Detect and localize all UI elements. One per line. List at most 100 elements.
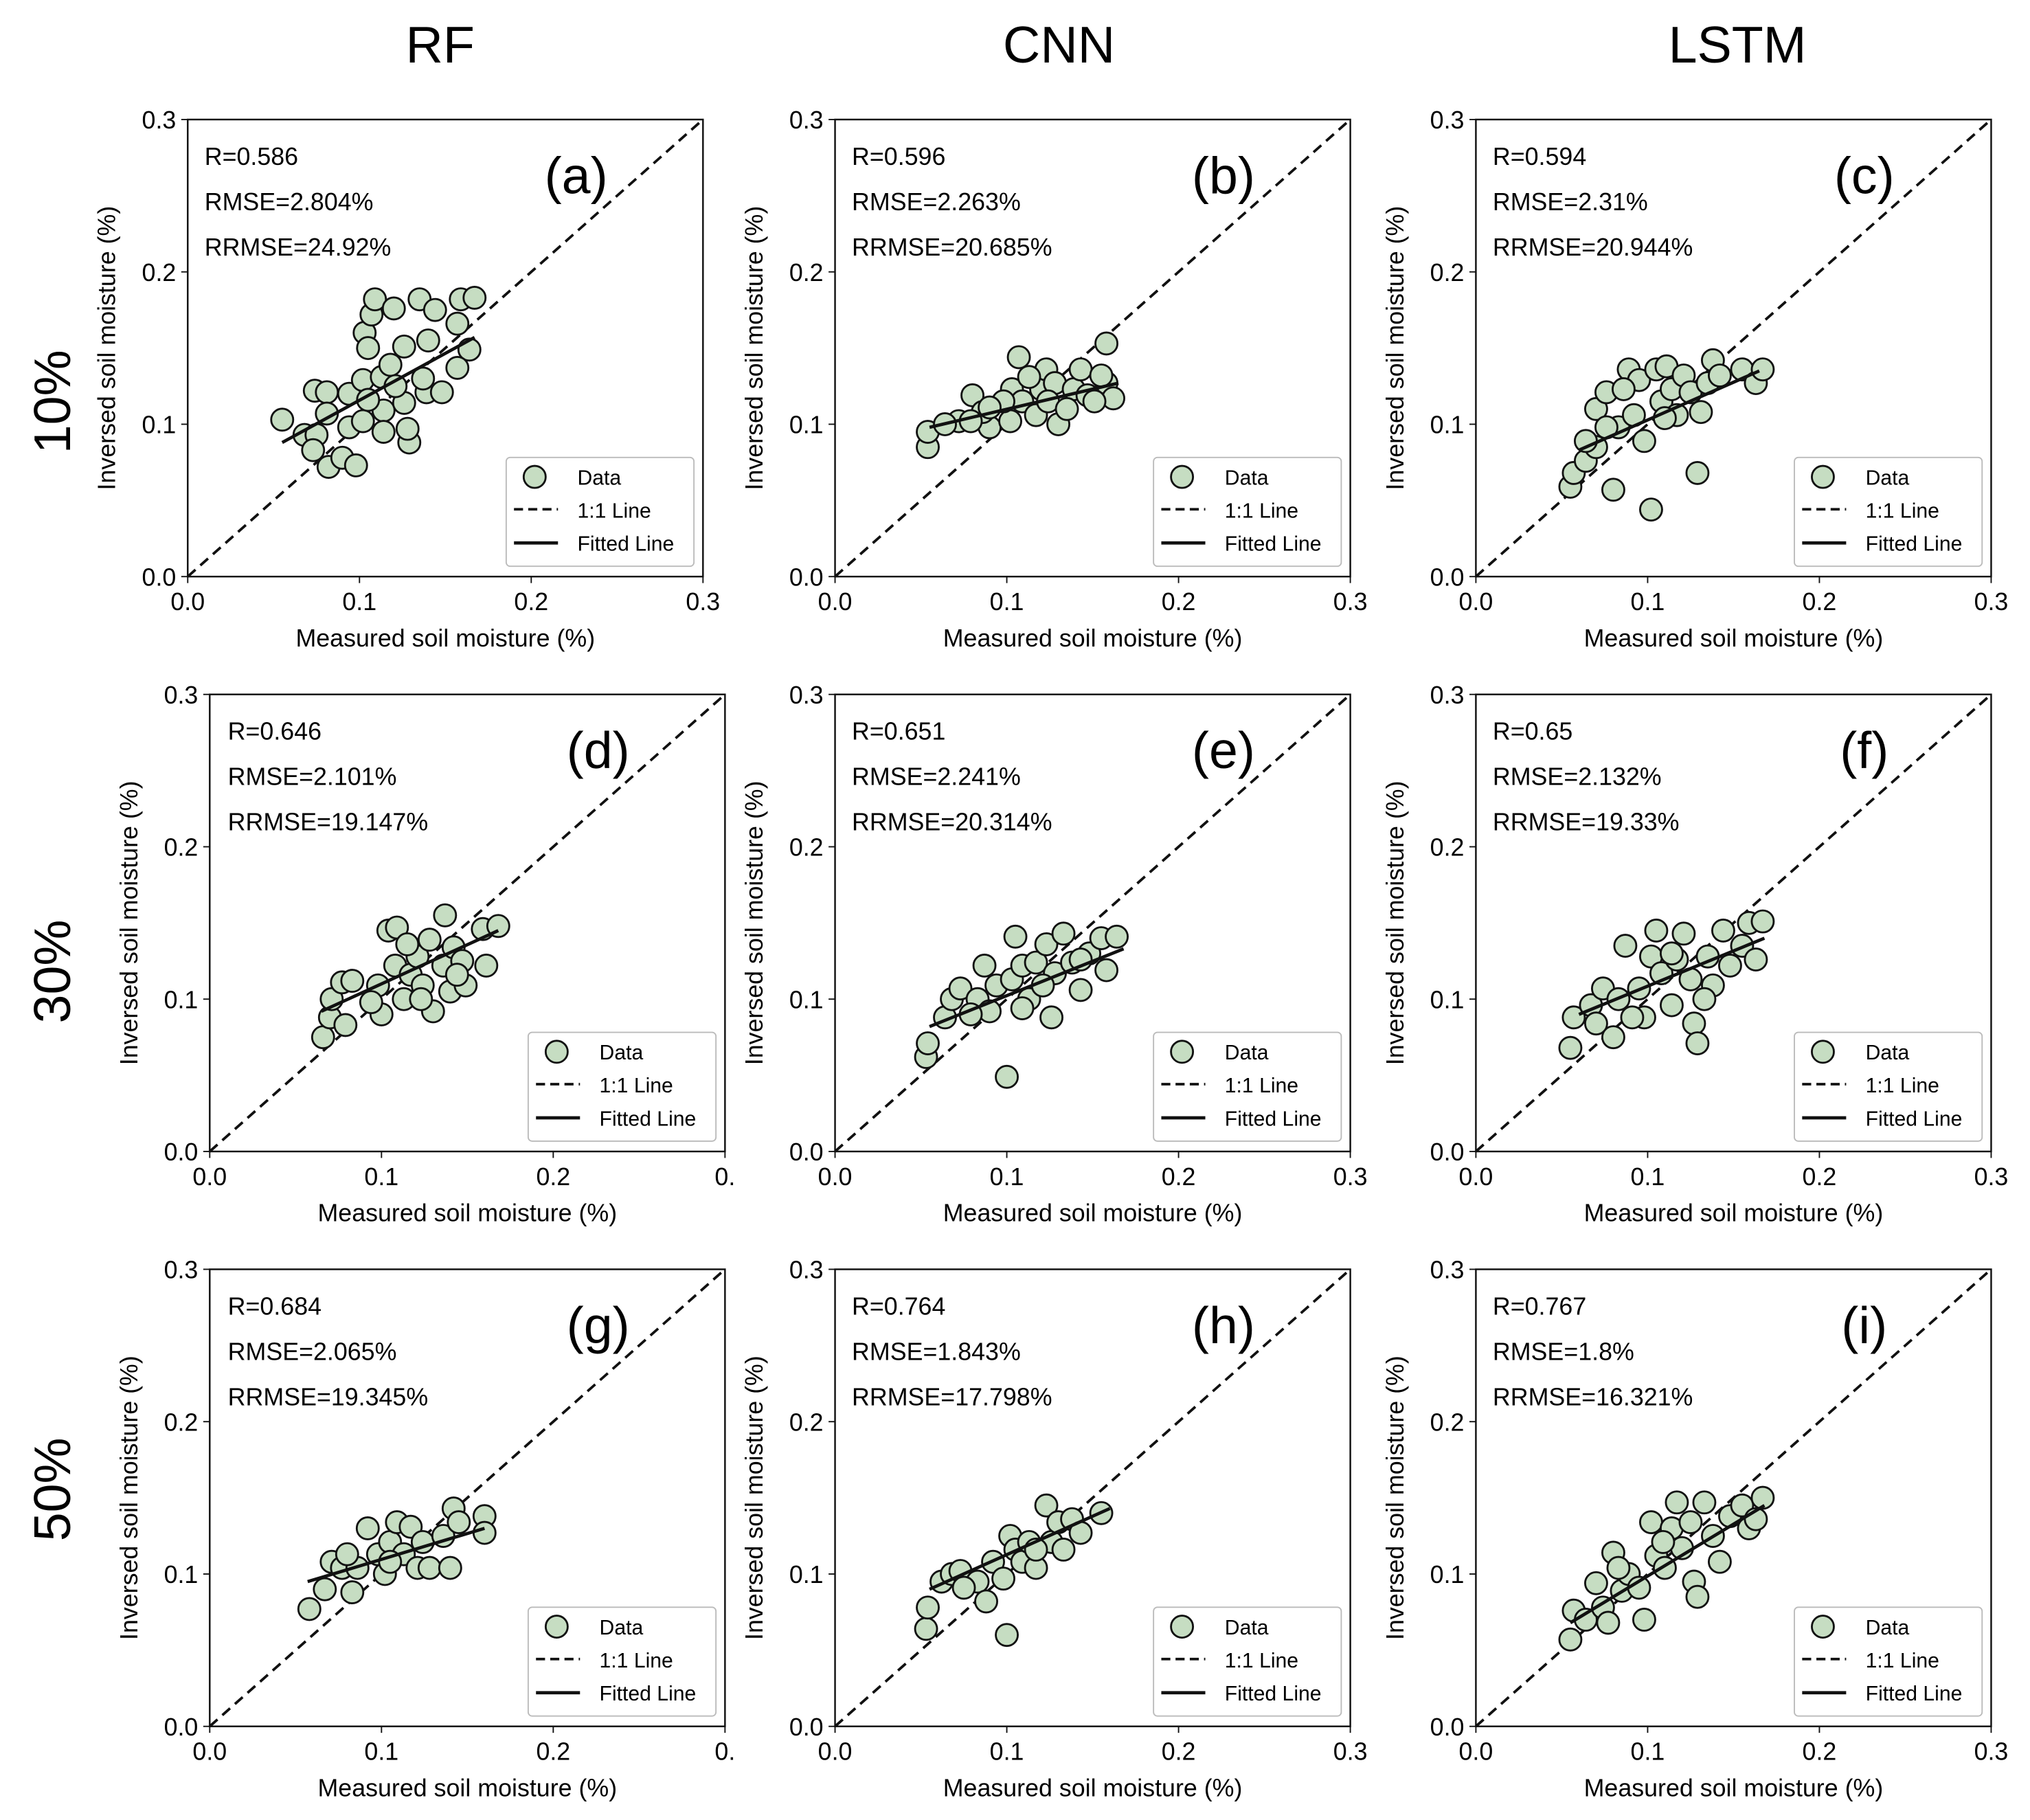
legend [1794, 1031, 1983, 1142]
y-tick-label: 0.1 [1430, 412, 1465, 439]
panel-label: (f) [1840, 721, 1888, 779]
x-tick-label: 0.1 [342, 588, 376, 616]
fitted-line [1569, 1504, 1766, 1624]
data-point [1606, 1555, 1631, 1580]
x-tick-label: 0.2 [1803, 588, 1837, 616]
r-value: R=0.646 [228, 718, 322, 745]
y-tick-label: 0.3 [789, 682, 824, 709]
y-tick-label: 0.0 [1430, 1714, 1465, 1741]
legend-data-marker [1811, 464, 1835, 489]
data-point [1744, 947, 1768, 971]
data-point [1682, 1011, 1706, 1036]
r-value: R=0.651 [852, 718, 945, 745]
legend-label: Data [1866, 467, 1910, 489]
data-point [395, 416, 420, 441]
x-tick-label: 0.2 [1162, 1163, 1196, 1191]
legend [1153, 1606, 1342, 1717]
rrmse-value: RRMSE=20.314% [852, 809, 1052, 836]
data-point [474, 954, 499, 978]
legend-label: Fitted Line [1866, 1683, 1963, 1705]
data-point [1068, 978, 1093, 1002]
legend-label: Data [1866, 1617, 1910, 1639]
data-point [1638, 1510, 1663, 1535]
data-point [1644, 919, 1669, 943]
column-title: LSTM [1669, 16, 1807, 74]
y-tick-label: 0.0 [164, 1138, 199, 1166]
legend-data-marker [544, 1040, 569, 1064]
data-point [914, 1617, 938, 1641]
y-tick-label: 0.0 [142, 563, 177, 591]
y-tick-label: 0.1 [1430, 986, 1465, 1013]
data-point [1034, 1493, 1059, 1518]
x-axis-label: Measured soil moisture (%) [943, 1774, 1243, 1801]
data-point [1651, 1529, 1676, 1554]
legend-label: 1:1 Line [1866, 1075, 1939, 1097]
panel-label: (h) [1192, 1296, 1255, 1354]
scatter-panel-c: 0.00.0 0.1 0.1 0.2 0.2 0.3 0.3 Measured soil mo… [1381, 106, 2008, 652]
rmse-value: RMSE=2.31% [1493, 188, 1648, 216]
data-point [363, 287, 387, 312]
fitted-line [1578, 369, 1760, 452]
data-point [998, 409, 1022, 434]
x-tick-label: 0.1 [364, 1738, 398, 1766]
data-point [1689, 400, 1713, 425]
legend-label: Fitted Line [600, 1108, 697, 1130]
panel-label: (i) [1841, 1296, 1887, 1354]
one-to-one-line [209, 1268, 726, 1728]
data-point [433, 903, 458, 928]
x-tick-label: 0.1 [990, 1738, 1024, 1766]
y-tick-label: 0.3 [789, 1257, 824, 1284]
legend-label: 1:1 Line [1225, 1650, 1298, 1672]
x-axis-label: Measured soil moisture (%) [943, 625, 1243, 652]
data-point [1692, 1490, 1717, 1515]
y-tick-label: 0.2 [164, 834, 199, 862]
legend [1794, 1606, 1983, 1717]
data-point [395, 932, 420, 956]
fitted-line [320, 929, 499, 1013]
data-point [1010, 996, 1035, 1020]
y-tick-label: 0.1 [789, 412, 824, 439]
legend-data-marker [1170, 1040, 1195, 1064]
x-tick-label: 0.2 [514, 588, 548, 616]
rrmse-value: RRMSE=17.798% [852, 1383, 1052, 1411]
x-tick-label: 0.2 [536, 1163, 570, 1191]
legend [505, 456, 695, 568]
x-tick-label: 0.0 [1459, 588, 1493, 616]
x-axis-label: Measured soil moisture (%) [317, 1200, 617, 1227]
r-value: R=0.767 [1493, 1292, 1586, 1320]
x-axis-label: Measured soil moisture (%) [317, 1774, 617, 1801]
data-point [1082, 389, 1107, 414]
data-point [313, 1577, 337, 1602]
data-point [1665, 1490, 1689, 1515]
data-point [951, 1575, 976, 1600]
data-point [333, 1013, 358, 1037]
x-tick-label: 0.1 [1631, 1738, 1665, 1766]
one-to-one-line [187, 118, 704, 578]
data-point [916, 1031, 940, 1055]
data-point [916, 1595, 940, 1620]
legend-label: 1:1 Line [600, 1075, 673, 1097]
data-point [429, 380, 454, 405]
y-tick-label: 0.3 [142, 106, 177, 134]
data-point [392, 334, 416, 359]
legend-data-marker [1170, 1615, 1195, 1639]
data-point [1094, 958, 1119, 982]
x-tick-label: 0.1 [364, 1163, 398, 1191]
y-axis-label: Inversed soil moisture (%) [1381, 1356, 1409, 1640]
data-point [1583, 1571, 1608, 1595]
y-axis-label: Inversed soil moisture (%) [93, 206, 121, 491]
data-point [417, 928, 442, 952]
data-point [445, 311, 470, 336]
x-tick-label: 0.0 [170, 588, 205, 616]
y-tick-label: 0.0 [164, 1714, 199, 1741]
rrmse-value: RRMSE=20.944% [1493, 234, 1693, 261]
x-tick-label: 0.0 [1459, 1738, 1493, 1766]
data-point [1558, 1627, 1583, 1652]
data-point [1750, 357, 1775, 382]
r-value: R=0.596 [852, 143, 945, 170]
x-tick-label: 0.2 [1803, 1163, 1837, 1191]
x-tick-label: 0.2 [1162, 1738, 1196, 1766]
y-tick-label: 0.3 [164, 1257, 199, 1284]
y-tick-label: 0.2 [1430, 1408, 1465, 1436]
legend-label: 1:1 Line [600, 1650, 673, 1672]
